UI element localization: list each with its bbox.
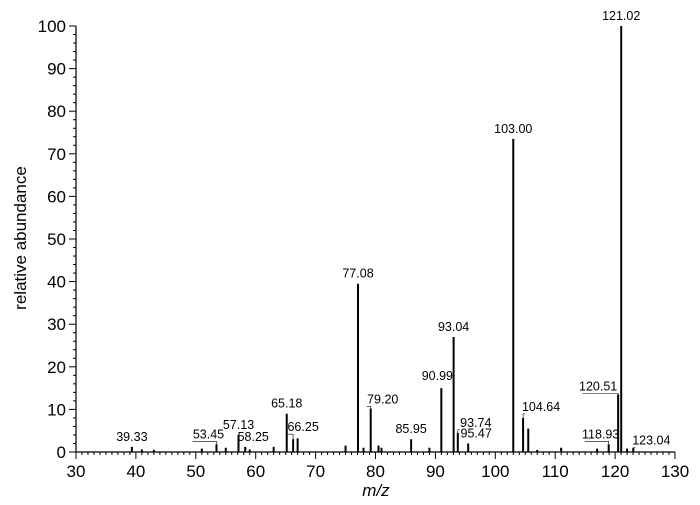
x-tick-label: 50 [186, 462, 205, 481]
x-axis-title: m/z [362, 481, 390, 500]
peak-label: 123.04 [632, 434, 670, 448]
label-leader-line [287, 433, 294, 440]
peak-label: 58.25 [238, 430, 269, 444]
x-tick-label: 100 [481, 462, 509, 481]
peak-label: 66.25 [287, 420, 318, 434]
peak-label: 53.45 [193, 427, 224, 441]
x-tick-label: 60 [246, 462, 265, 481]
label-leader-line [457, 429, 460, 433]
peak-label: 120.51 [579, 379, 617, 393]
peaks-layer [130, 26, 635, 452]
x-tick-label: 90 [426, 462, 445, 481]
y-tick-label: 10 [47, 400, 66, 419]
x-tick-label: 80 [366, 462, 385, 481]
peak-label: 65.18 [271, 397, 302, 411]
label-connectors [192, 393, 636, 449]
label-leader-line [582, 393, 619, 395]
label-leader-line [366, 406, 372, 409]
peak-label: 90.99 [422, 369, 453, 383]
y-tick-label: 60 [47, 187, 66, 206]
peak-label: 85.95 [395, 422, 426, 436]
peak-label: 77.08 [342, 267, 373, 281]
peak-label: 79.20 [367, 393, 398, 407]
peak-label: 39.33 [116, 430, 147, 444]
y-tick-label: 100 [38, 17, 66, 36]
peak-label: 95.47 [461, 426, 492, 440]
y-tick-label: 30 [47, 315, 66, 334]
x-tick-label: 30 [67, 462, 86, 481]
peak-label: 104.64 [522, 400, 560, 414]
y-tick-label: 80 [47, 102, 66, 121]
y-tick-label: 20 [47, 358, 66, 377]
y-tick-label: 70 [47, 145, 66, 164]
y-axis-title: relative abundance [11, 166, 30, 310]
label-leader-line [584, 441, 609, 445]
axes: 30 40 50 60 70 80 90 100 110 120 130 0 10 20 30 40 50 60 7… [38, 17, 690, 481]
x-tick-label: 130 [661, 462, 689, 481]
peak-label: 121.02 [602, 9, 640, 23]
label-leader-line [522, 413, 526, 418]
x-tick-label: 120 [601, 462, 629, 481]
peak-label: 118.93 [582, 427, 619, 441]
y-tick-label: 40 [47, 273, 66, 292]
peak-label: 57.13 [223, 418, 254, 432]
x-tick-label: 40 [126, 462, 145, 481]
y-tick-label: 50 [47, 230, 66, 249]
x-tick-label: 70 [306, 462, 325, 481]
y-tick-label: 90 [47, 60, 66, 79]
peak-label: 93.04 [438, 320, 469, 334]
y-tick-label: 0 [57, 443, 66, 462]
peak-label: 103.00 [494, 122, 532, 136]
peak-label: 93.74 [460, 416, 491, 430]
x-tick-label: 110 [542, 462, 569, 481]
label-leader-line [192, 441, 217, 445]
